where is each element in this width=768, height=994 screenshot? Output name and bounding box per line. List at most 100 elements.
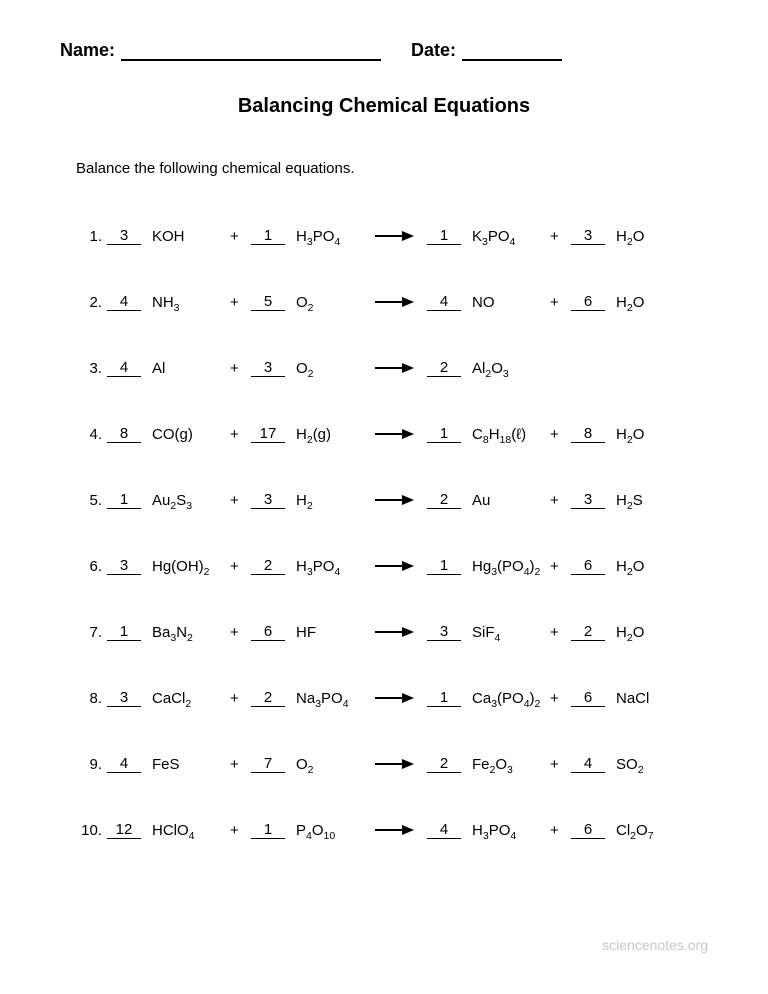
coefficient-blank: 2 <box>251 557 285 575</box>
product: SO2 <box>616 756 674 773</box>
plus-sign: + <box>550 822 566 839</box>
reactant: Au2S3 <box>152 492 222 509</box>
product: K3PO4 <box>472 228 542 245</box>
reactant: KOH <box>152 228 222 245</box>
plus-sign: + <box>550 492 566 509</box>
coefficient-blank: 2 <box>427 491 461 509</box>
equation-row: 2.4NH3+5O24NO+6H2O <box>76 293 708 311</box>
plus-sign: + <box>550 426 566 443</box>
reactant: O2 <box>296 294 354 311</box>
plus-sign: + <box>230 822 246 839</box>
coefficient-blank: 6 <box>571 821 605 839</box>
header-row: Name: Date: <box>60 40 708 61</box>
reactant: H2(g) <box>296 426 354 443</box>
equation-row: 3.4Al+3O22Al2O3 <box>76 359 708 377</box>
coefficient-blank: 1 <box>107 491 141 509</box>
product: SiF4 <box>472 624 542 641</box>
coefficient-blank: 6 <box>571 689 605 707</box>
plus-sign: + <box>550 228 566 245</box>
equation-number: 9. <box>76 756 102 773</box>
footer-credit: sciencenotes.org <box>0 937 768 953</box>
coefficient-blank: 8 <box>107 425 141 443</box>
plus-sign: + <box>550 624 566 641</box>
coefficient-blank: 1 <box>427 425 461 443</box>
product: C8H18(ℓ) <box>472 426 542 443</box>
coefficient-blank: 3 <box>251 491 285 509</box>
plus-sign: + <box>230 228 246 245</box>
plus-sign: + <box>230 558 246 575</box>
plus-sign: + <box>550 558 566 575</box>
coefficient-blank: 3 <box>107 557 141 575</box>
coefficient-blank: 1 <box>427 689 461 707</box>
coefficient-blank: 2 <box>571 623 605 641</box>
plus-sign: + <box>230 690 246 707</box>
product: H2S <box>616 492 674 509</box>
reaction-arrow-icon <box>374 428 414 440</box>
plus-sign: + <box>230 492 246 509</box>
plus-sign: + <box>550 756 566 773</box>
reactant: O2 <box>296 360 354 377</box>
product: Ca3(PO4)2 <box>472 690 542 707</box>
product: Au <box>472 492 542 509</box>
coefficient-blank: 1 <box>427 227 461 245</box>
coefficient-blank: 3 <box>251 359 285 377</box>
equation-row: 9.4FeS+7O22Fe2O3+4SO2 <box>76 755 708 773</box>
reactant: CaCl2 <box>152 690 222 707</box>
equation-number: 2. <box>76 294 102 311</box>
equation-row: 8.3CaCl2+2Na3PO41Ca3(PO4)2+6NaCl <box>76 689 708 707</box>
coefficient-blank: 7 <box>251 755 285 773</box>
reaction-arrow-icon <box>374 560 414 572</box>
reaction-arrow-icon <box>374 758 414 770</box>
coefficient-blank: 4 <box>571 755 605 773</box>
coefficient-blank: 1 <box>107 623 141 641</box>
reaction-arrow-icon <box>374 362 414 374</box>
equation-row: 1.3KOH+1H3PO41K3PO4+3H2O <box>76 227 708 245</box>
coefficient-blank: 12 <box>107 821 141 839</box>
equation-number: 4. <box>76 426 102 443</box>
coefficient-blank: 6 <box>251 623 285 641</box>
equation-row: 10.12HClO4+1P4O104H3PO4+6Cl2O7 <box>76 821 708 839</box>
reactant: O2 <box>296 756 354 773</box>
equation-number: 3. <box>76 360 102 377</box>
plus-sign: + <box>230 360 246 377</box>
coefficient-blank: 4 <box>427 293 461 311</box>
coefficient-blank: 4 <box>107 293 141 311</box>
equation-row: 6.3Hg(OH)2+2H3PO41Hg3(PO4)2+6H2O <box>76 557 708 575</box>
reactant: CO(g) <box>152 426 222 443</box>
name-label: Name: <box>60 40 115 61</box>
coefficient-blank: 1 <box>251 227 285 245</box>
worksheet-title: Balancing Chemical Equations <box>60 95 708 118</box>
name-blank-line <box>121 40 381 61</box>
equation-number: 8. <box>76 690 102 707</box>
coefficient-blank: 4 <box>427 821 461 839</box>
reaction-arrow-icon <box>374 692 414 704</box>
reaction-arrow-icon <box>374 230 414 242</box>
product: H3PO4 <box>472 822 542 839</box>
coefficient-blank: 4 <box>107 755 141 773</box>
plus-sign: + <box>550 690 566 707</box>
product: Fe2O3 <box>472 756 542 773</box>
reactant: HClO4 <box>152 822 222 839</box>
reactant: HF <box>296 624 354 641</box>
coefficient-blank: 1 <box>251 821 285 839</box>
coefficient-blank: 3 <box>571 227 605 245</box>
product: NO <box>472 294 542 311</box>
equation-row: 4.8CO(g)+17H2(g)1C8H18(ℓ)+8H2O <box>76 425 708 443</box>
reaction-arrow-icon <box>374 296 414 308</box>
reaction-arrow-icon <box>374 824 414 836</box>
coefficient-blank: 5 <box>251 293 285 311</box>
product: H2O <box>616 558 674 575</box>
reactant: FeS <box>152 756 222 773</box>
coefficient-blank: 17 <box>251 425 285 443</box>
plus-sign: + <box>230 624 246 641</box>
coefficient-blank: 1 <box>427 557 461 575</box>
plus-sign: + <box>230 426 246 443</box>
product: NaCl <box>616 690 674 707</box>
plus-sign: + <box>230 294 246 311</box>
product: Cl2O7 <box>616 822 674 839</box>
date-label: Date: <box>411 40 456 61</box>
reactant: H2 <box>296 492 354 509</box>
product: Al2O3 <box>472 360 542 377</box>
plus-sign: + <box>550 294 566 311</box>
coefficient-blank: 2 <box>427 359 461 377</box>
